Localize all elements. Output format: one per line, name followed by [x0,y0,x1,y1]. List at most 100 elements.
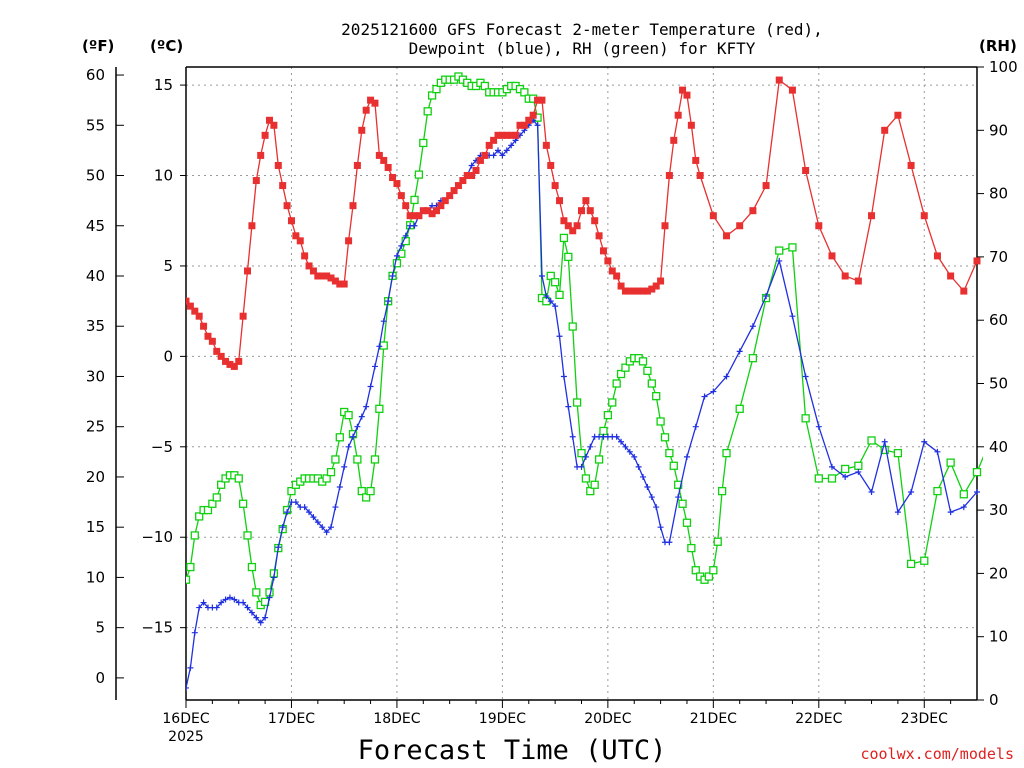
rh-tick-label: 80 [989,185,1008,203]
fahrenheit-tick-label: 20 [86,468,105,486]
temperature-point [692,156,700,164]
dewpoint-point [257,619,264,626]
dewpoint-point [490,152,497,159]
dewpoint-point [881,438,888,445]
temperature-point [933,252,941,260]
dewpoint-point [284,509,291,516]
temperature-point [599,247,607,255]
rh-unit-label: (RH) [979,37,1017,55]
temperature-point [463,172,471,180]
rh-point [186,575,191,584]
dewpoint-point [495,147,502,154]
dewpoint-point [921,438,928,445]
rh-point [594,455,604,464]
rh-point [414,170,424,179]
dewpoint-point [644,483,651,490]
temperature-point [586,207,594,215]
rh-point [586,486,595,496]
temperature-point [578,207,585,215]
rh-point [195,512,204,521]
temperature-point [547,161,555,169]
rh-point [335,433,344,442]
temperature-point [371,99,379,107]
temperature-point [907,161,915,169]
rh-point [735,404,744,413]
rh-point [564,252,573,262]
rh-point [427,91,437,100]
rh-point [612,379,621,388]
temperature-point [415,212,423,220]
dewpoint-point [763,293,770,300]
dewpoint-point [367,383,374,390]
rh-point [920,556,929,565]
dewpoint-point [336,483,343,490]
temperature-point [301,252,309,260]
fahrenheit-tick-label: 10 [86,568,105,586]
dewpoint-point [974,489,980,496]
rh-point [480,81,489,91]
dewpoint-point [640,473,647,480]
dewpoint-point [842,473,849,480]
dewpoint-point [908,489,915,496]
temperature-point [309,267,317,275]
temperature-point [204,332,212,340]
temperature-point [529,111,537,119]
temperature-point [494,131,502,139]
temperature-point [507,131,515,139]
temperature-point [349,202,357,210]
temperature-point [279,182,287,190]
temperature-point [353,161,361,169]
fahrenheit-tick-label: 60 [86,66,105,84]
rh-point [238,499,248,508]
dewpoint-point [710,388,717,395]
fahrenheit-tick-label: 50 [86,167,105,185]
temperature-point [485,141,493,149]
rh-point [652,392,661,401]
celsius-tick-label: −10 [141,528,173,546]
temperature-point [318,272,326,280]
celsius-tick-label: 10 [154,167,173,185]
dewpoint-point [200,599,207,606]
rh-point [190,531,199,540]
temperature-point [709,212,717,220]
rh-point [709,566,718,575]
fahrenheit-tick-label: 15 [86,518,105,536]
fahrenheit-tick-label: 30 [86,367,105,385]
dewpoint-point [301,504,308,511]
rh-point [867,436,876,445]
temperature-point [595,232,603,240]
temperature-point [815,222,823,230]
rh-point [717,486,727,496]
fahrenheit-tick-label: 25 [86,418,105,436]
fahrenheit-tick-label: 0 [95,669,105,687]
dewpoint-point [332,504,339,511]
temperature-point [323,272,331,280]
rh-point [880,445,889,455]
temperature-point [556,197,564,205]
temperature-point [186,302,194,310]
dewpoint-point [947,509,954,516]
dewpoint-point [385,298,392,305]
dewpoint-point [213,604,220,611]
x-tick-label: 23DEC [901,711,948,727]
temperature-point [257,151,265,159]
rh-point [326,467,336,477]
rh-point [722,448,731,458]
dewpoint-point [275,544,282,551]
rh-point [678,499,687,508]
temperature-point [239,312,247,320]
temperature-point [296,237,304,245]
dewpoint-point [253,614,260,621]
temperature-point [270,121,278,129]
celsius-unit-label: (ºC) [150,37,183,55]
temperature-point [367,96,375,104]
dewpoint-point [468,162,475,169]
x-tick-label: 20DEC [584,711,631,727]
temperature-point [230,362,238,370]
rh-point [208,499,217,508]
dewpoint-point [499,152,506,159]
rh-point [704,572,714,581]
rh-point [423,107,432,116]
